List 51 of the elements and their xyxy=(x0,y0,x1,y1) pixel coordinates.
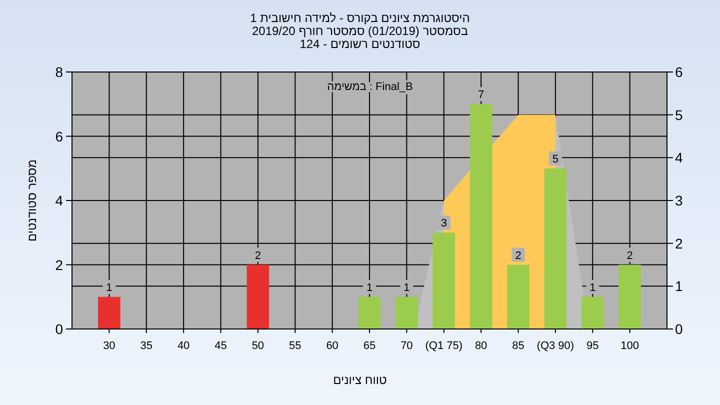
bar xyxy=(544,168,567,329)
data-label: 1 xyxy=(106,282,112,294)
data-label: 3 xyxy=(440,218,447,230)
y-tick-label: 6 xyxy=(55,128,64,144)
data-label: 7 xyxy=(478,89,484,102)
bar xyxy=(470,104,492,329)
data-label: 1 xyxy=(366,282,373,294)
chart-subtitle: בסמסטר (01/2019) סמסטר חורף 2019/20 סטודנטים רשומים - 124 xyxy=(252,24,468,51)
y2-tick-label: 2 xyxy=(675,235,683,252)
y2-tick-label: 3 xyxy=(675,192,683,208)
x-tick-label: 80 xyxy=(474,340,488,352)
y-tick-label: 2 xyxy=(55,256,64,273)
y-axis-title: מספר סטודנטים xyxy=(25,159,39,242)
data-label: 1 xyxy=(590,282,596,294)
x-tick-label: 30 xyxy=(103,340,116,352)
y2-tick-label: 5 xyxy=(675,106,683,123)
x-tick-label: 35 xyxy=(140,340,152,352)
bar xyxy=(507,264,530,329)
y-tick-label: 8 xyxy=(55,64,64,80)
x-tick-label: (Q1 75) xyxy=(425,340,463,352)
x-tick-label: 40 xyxy=(177,340,190,352)
y2-tick-label: 1 xyxy=(675,278,683,294)
data-label: 2 xyxy=(626,250,633,262)
x-tick-label: 50 xyxy=(252,340,264,352)
data-label: 1 xyxy=(404,282,410,294)
data-label: 5 xyxy=(552,153,558,166)
y2-tick-label: 6 xyxy=(675,64,683,80)
x-tick-label: 100 xyxy=(620,340,639,352)
x-tick-label: 85 xyxy=(512,340,524,352)
bar xyxy=(98,296,120,329)
x-tick-label: (Q3 90) xyxy=(536,340,574,352)
y-tick-label: 4 xyxy=(55,192,64,208)
bar xyxy=(246,264,270,329)
chart-title: היסטוגרמת ציונים בקורס - למידה חישובית 1 xyxy=(250,11,470,25)
x-tick-label: 60 xyxy=(326,340,338,352)
data-label: 2 xyxy=(254,250,261,262)
x-axis-title: טווח ציונים xyxy=(333,373,388,387)
x-tick-label: 95 xyxy=(586,340,599,352)
x-tick-label: 70 xyxy=(400,340,413,352)
bar xyxy=(618,264,641,329)
y2-tick-label: 4 xyxy=(675,150,683,166)
bar xyxy=(396,296,418,329)
x-tick-label: 45 xyxy=(214,340,227,352)
bar xyxy=(358,296,381,329)
x-tick-label: 55 xyxy=(289,340,302,352)
y-tick-label: 0 xyxy=(55,321,64,337)
bar xyxy=(581,296,604,329)
y2-tick-label: 0 xyxy=(675,321,683,337)
bar xyxy=(432,232,456,329)
data-label: 2 xyxy=(515,250,522,262)
x-tick-label: 65 xyxy=(363,340,376,352)
